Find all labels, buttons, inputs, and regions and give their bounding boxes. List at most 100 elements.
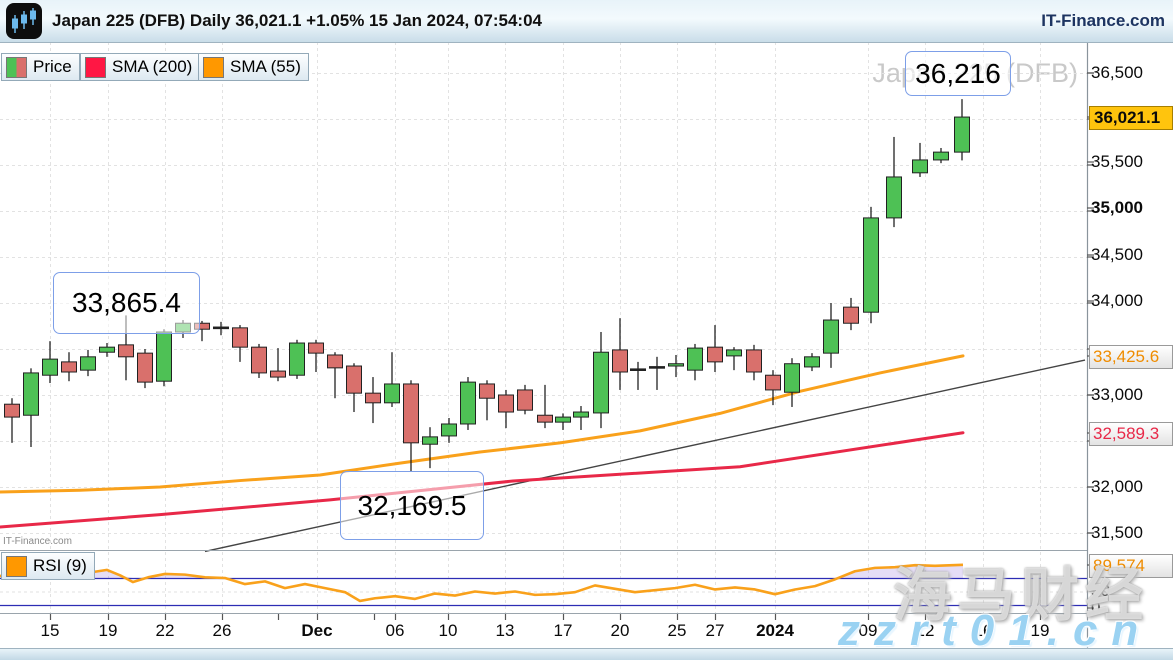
time-axis-label: 13	[495, 621, 515, 640]
time-axis-label: 19	[98, 621, 118, 640]
candle	[649, 356, 665, 390]
price-axis-label: 34,500	[1091, 245, 1143, 264]
time-axis-label: 16	[973, 621, 993, 640]
legend-sma55[interactable]: SMA (55)	[198, 53, 309, 81]
rsi-line	[0, 563, 964, 603]
title-bar: Japan 225 (DFB) Daily 36,021.1 +1.05% 15…	[0, 0, 1173, 43]
candle	[99, 343, 115, 357]
price-axis-label: 34,000	[1091, 291, 1143, 310]
candle	[933, 147, 949, 164]
candle	[823, 303, 839, 368]
time-axis-label: Dec	[301, 621, 333, 640]
price-axis-label: 33,425.6	[1089, 345, 1173, 369]
time-axis-label: 17	[553, 621, 573, 640]
legend-rsi[interactable]: RSI (9)	[1, 552, 95, 580]
candle	[403, 380, 419, 472]
trendline	[204, 359, 1086, 553]
candlestick-logo-icon	[6, 3, 42, 39]
legend-sma55-label: SMA (55)	[230, 57, 301, 76]
price-axis-label: 35,500	[1091, 152, 1143, 171]
candle	[441, 418, 457, 443]
candle	[630, 361, 646, 390]
legend-price-label: Price	[33, 57, 72, 76]
candle	[232, 325, 248, 362]
legend-sma200-label: SMA (200)	[112, 57, 193, 76]
time-axis-label: 19	[1030, 621, 1050, 640]
legend-price[interactable]: Price	[1, 53, 80, 81]
price-axis-label: 36,500	[1091, 63, 1143, 82]
price-axis-label: 32,589.3	[1089, 422, 1173, 446]
candle	[346, 363, 362, 413]
time-axis-label: 26	[212, 621, 232, 640]
candle	[479, 380, 495, 421]
price-axis-label: 89.574	[1089, 554, 1173, 578]
candle	[746, 344, 762, 381]
candle	[954, 99, 970, 161]
candle	[517, 384, 533, 415]
time-axis-label: 22	[155, 621, 175, 640]
price-axis-label: 35,000	[1091, 198, 1143, 217]
time-axis-label: 06	[385, 621, 405, 640]
price-swatch-icon	[6, 56, 27, 78]
legend-sma200[interactable]: SMA (200)	[80, 53, 201, 81]
provider-watermark-small: IT-Finance.com	[3, 536, 72, 547]
candle	[365, 377, 381, 424]
sma55-swatch-icon	[203, 56, 224, 78]
time-axis-label: 09	[858, 621, 878, 640]
provider-brand[interactable]: IT-Finance.com	[1041, 11, 1165, 30]
candle	[4, 398, 20, 443]
time-axis-label: 2024	[756, 621, 794, 640]
price-axis-label: 36,021.1	[1089, 106, 1173, 130]
candle	[726, 347, 742, 371]
candle	[912, 142, 928, 177]
time-axis-label: 12	[915, 621, 935, 640]
rsi-overbought-fill	[0, 564, 963, 578]
candle	[270, 348, 286, 382]
time-axis-label: 10	[438, 621, 458, 640]
candle	[460, 377, 476, 430]
candle	[687, 343, 703, 381]
candle	[886, 136, 902, 228]
bottom-bar	[0, 648, 1173, 660]
price-axis-label: 0	[1091, 598, 1101, 617]
candle	[498, 389, 514, 429]
candle	[612, 318, 628, 390]
price-axis-label: 32,000	[1091, 477, 1143, 496]
candle	[843, 297, 859, 331]
candle	[765, 370, 781, 406]
time-axis-label: 15	[40, 621, 60, 640]
price-callout[interactable]: 33,865.4	[53, 272, 200, 334]
candle	[537, 384, 553, 429]
candle	[23, 368, 39, 447]
candle	[42, 341, 58, 384]
rsi-swatch-icon	[6, 555, 27, 577]
candle	[308, 339, 324, 372]
candle	[573, 406, 589, 430]
price-callout[interactable]: 32,169.5	[340, 471, 484, 540]
chart-title: Japan 225 (DFB) Daily 36,021.1 +1.05% 15…	[52, 11, 542, 30]
candle	[784, 358, 800, 407]
candle	[707, 325, 723, 372]
candle	[327, 352, 343, 399]
time-axis-label: 27	[705, 621, 725, 640]
candle	[804, 353, 820, 372]
candle	[156, 329, 172, 387]
candle	[593, 331, 609, 429]
candle	[555, 413, 571, 430]
candle	[137, 349, 153, 389]
candle	[251, 343, 267, 378]
price-axis-label: 33,000	[1091, 385, 1143, 404]
candle	[80, 349, 96, 377]
candle	[863, 206, 879, 324]
legend-rsi-label: RSI (9)	[33, 556, 87, 575]
price-callout[interactable]: 36,216	[905, 51, 1011, 96]
candle	[289, 339, 305, 379]
time-axis-label: 20	[610, 621, 630, 640]
price-axis-label: 31,500	[1091, 523, 1143, 542]
sma200-swatch-icon	[85, 56, 106, 78]
candle	[422, 427, 438, 469]
candle	[668, 354, 684, 378]
time-axis-label: 25	[667, 621, 687, 640]
price-axis-label: 50	[1091, 581, 1110, 600]
